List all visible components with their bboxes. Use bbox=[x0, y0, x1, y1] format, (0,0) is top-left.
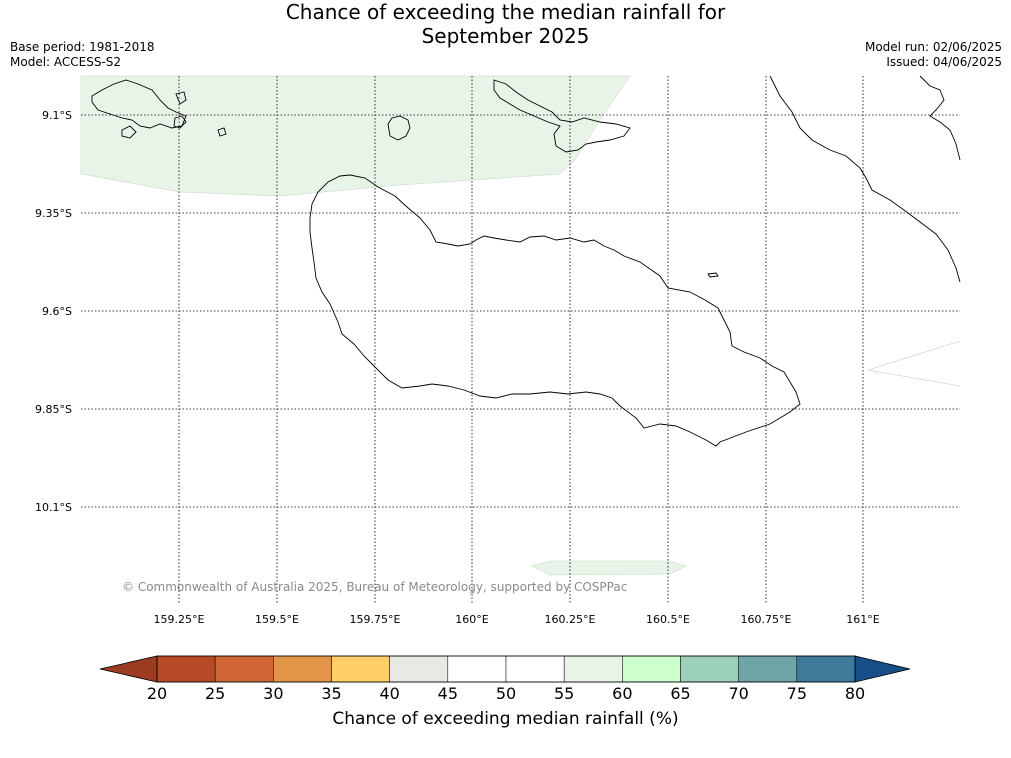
shade-edge-east bbox=[867, 340, 961, 387]
issued-date: Issued: 04/06/2025 bbox=[886, 55, 1002, 69]
map-title: Chance of exceeding the median rainfall … bbox=[0, 0, 1011, 48]
meta-right: Model run: 02/06/2025 Issued: 04/06/2025 bbox=[865, 40, 1002, 70]
florida-islands-coast bbox=[493, 79, 631, 153]
colorbar-segment bbox=[505, 655, 565, 683]
meta-left: Base period: 1981-2018 Model: ACCESS-S2 bbox=[10, 40, 155, 70]
shade-region-north bbox=[80, 75, 631, 197]
lat-label-5: 10.1°S bbox=[35, 501, 72, 514]
lon-label-7: 160.75°E bbox=[740, 613, 792, 626]
coastline bbox=[91, 75, 961, 447]
title-line-1: Chance of exceeding the median rainfall … bbox=[285, 0, 726, 24]
tiny-islet-east bbox=[707, 272, 719, 278]
model-name: Model: ACCESS-S2 bbox=[10, 55, 122, 69]
title-line-2: September 2025 bbox=[421, 24, 590, 48]
russell-islet-1 bbox=[121, 125, 137, 139]
lon-label-4: 160°E bbox=[455, 613, 489, 626]
colorbar-tick-label: 75 bbox=[786, 684, 807, 703]
savo-island-coast bbox=[387, 115, 411, 141]
malaita-coast-north bbox=[919, 75, 961, 161]
colorbar-segment bbox=[796, 655, 856, 683]
lat-label-1: 9.1°S bbox=[42, 109, 72, 122]
colorbar-tick-label: 25 bbox=[204, 684, 226, 703]
lat-label-3: 9.6°S bbox=[42, 305, 72, 318]
colorbar-tick-label: 45 bbox=[437, 684, 458, 703]
base-period: Base period: 1981-2018 bbox=[10, 40, 155, 54]
colorbar-segment bbox=[214, 655, 274, 683]
colorbar-segments bbox=[156, 655, 856, 683]
colorbar-tick-label: 30 bbox=[263, 684, 284, 703]
colorbar-arrow-left bbox=[99, 655, 158, 683]
colorbar-tick-label: 80 bbox=[844, 684, 866, 703]
russell-islet-2 bbox=[173, 115, 187, 129]
lon-label-2: 159.5°E bbox=[255, 613, 299, 626]
colorbar-tick-label: 20 bbox=[146, 684, 168, 703]
russell-islet-3 bbox=[175, 91, 187, 105]
colorbar-segment bbox=[156, 655, 216, 683]
probability-shading bbox=[80, 75, 961, 576]
colorbar-segment bbox=[389, 655, 449, 683]
lon-label-3: 159.75°E bbox=[349, 613, 401, 626]
malaita-coast bbox=[769, 75, 961, 283]
lat-label-2: 9.35°S bbox=[35, 207, 72, 220]
lon-label-6: 160.5°E bbox=[646, 613, 690, 626]
colorbar-arrow-right bbox=[854, 655, 911, 683]
graticule bbox=[81, 76, 960, 604]
colorbar-tick-label: 50 bbox=[495, 684, 517, 703]
colorbar-tick-label: 40 bbox=[379, 684, 400, 703]
colorbar-segment bbox=[447, 655, 507, 683]
colorbar-title: Chance of exceeding median rainfall (%) bbox=[332, 709, 679, 729]
colorbar-segment bbox=[331, 655, 390, 683]
copyright-notice: © Commonwealth of Australia 2025, Bureau… bbox=[122, 580, 628, 594]
guadalcanal-coast bbox=[309, 174, 801, 447]
model-run: Model run: 02/06/2025 bbox=[864, 40, 1002, 54]
lon-label-1: 159.25°E bbox=[153, 613, 205, 626]
lon-label-5: 160.25°E bbox=[544, 613, 596, 626]
russell-islet-4 bbox=[217, 127, 227, 137]
colorbar-tick-label: 70 bbox=[728, 684, 749, 703]
colorbar-tick-label: 65 bbox=[670, 684, 691, 703]
colorbar-segment bbox=[563, 655, 623, 683]
colorbar-segment bbox=[680, 655, 739, 683]
colorbar-segment bbox=[738, 655, 798, 683]
shade-region-south bbox=[531, 560, 687, 576]
colorbar-segment bbox=[273, 655, 332, 683]
colorbar-tick-label: 55 bbox=[553, 684, 575, 703]
colorbar-segment bbox=[622, 655, 681, 683]
colorbar-frame bbox=[156, 655, 856, 683]
colorbar-tick-label: 35 bbox=[321, 684, 342, 703]
lon-label-8: 161°E bbox=[846, 613, 880, 626]
lat-label-4: 9.85°S bbox=[35, 403, 72, 416]
colorbar-tick-label: 60 bbox=[612, 684, 633, 703]
